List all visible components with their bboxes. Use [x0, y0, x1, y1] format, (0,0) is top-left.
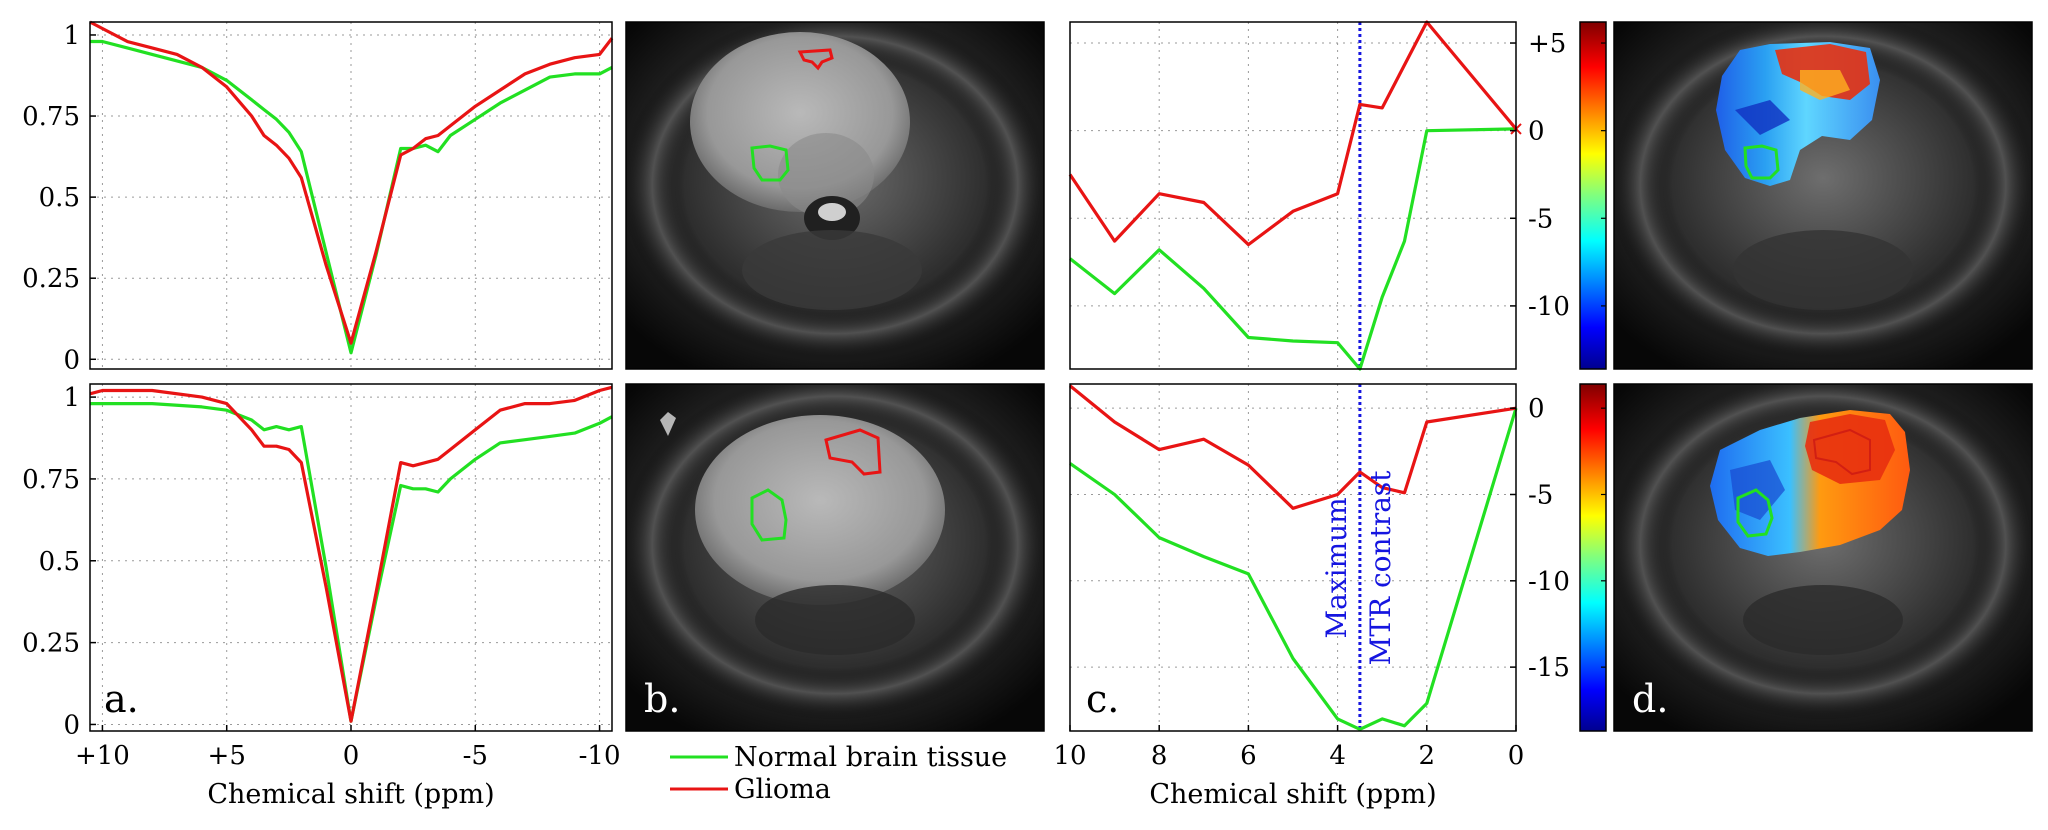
roi-normal-outline: [1743, 144, 1780, 180]
series-glioma-line: [1068, 20, 1518, 247]
y-tick-label: 0.25: [22, 264, 80, 294]
x-tick-label: 0: [343, 741, 360, 771]
panel-a-bottom-plot: 0 0.25 0.5 0.75 1 +10 +5 0 -5 -10 a. Chemical shi…: [22, 383, 620, 810]
series-glioma-line: [89, 20, 614, 345]
y-tick-label: 1: [63, 21, 80, 51]
panel-a-xlabel: Chemical shift (ppm): [207, 779, 494, 810]
roi-normal-outline: [1736, 488, 1774, 538]
y-tick-label: 0.5: [39, 547, 80, 577]
y-tick-label: -10: [1528, 292, 1570, 322]
annotation-line-2: MTR contrast: [1364, 470, 1397, 666]
y-tick-label: 0: [63, 710, 80, 740]
legend: Normal brain tissue Glioma: [670, 742, 1007, 805]
y-tick-label: -5: [1528, 204, 1553, 234]
panel-b-top-image: [626, 22, 1044, 369]
x-tick-label: +5: [208, 741, 246, 771]
series-normal-line: [90, 402, 613, 723]
colorbar-top-gradient: [1579, 21, 1607, 370]
y-tick-label: 0: [1528, 394, 1545, 424]
y-tick-label: +5: [1528, 29, 1566, 59]
y-tick-label: 0.75: [22, 102, 80, 132]
panel-c-bottom-frame: [1069, 383, 1517, 732]
x-tick-label: 0: [1508, 741, 1525, 771]
panel-b-bottom-image: [626, 384, 1044, 731]
x-tick-label: -10: [579, 741, 621, 771]
series-normal-line: [1069, 407, 1518, 731]
y-tick-label: 1: [63, 383, 80, 413]
roi-glioma-outline: [824, 428, 882, 476]
y-tick-label: 0.75: [22, 465, 80, 495]
roi-glioma-outline: [797, 48, 834, 71]
panel-c-top-frame: [1069, 21, 1517, 370]
legend-normal-label: Normal brain tissue: [734, 742, 1007, 773]
panel-label-b: b.: [644, 677, 680, 721]
panel-a-top-frame: [89, 21, 613, 370]
colorbar-bottom-gradient: [1579, 383, 1607, 732]
legend-glioma-label: Glioma: [734, 774, 831, 805]
x-tick-label: 6: [1240, 741, 1257, 771]
y-tick-label: -10: [1528, 567, 1570, 597]
colorbar-bottom: [1579, 383, 1607, 732]
panel-c-bottom-plot: 0 -5 -10 -15 10 8 6 4 2 0 c. Chemical shift (ppm)…: [1053, 383, 1570, 810]
y-tick-label: -15: [1528, 653, 1570, 683]
panel-b-top-frame: [625, 21, 1045, 370]
series-glioma-line: [89, 385, 613, 723]
panel-label-d: d.: [1632, 677, 1668, 721]
x-tick-label: 8: [1151, 741, 1168, 771]
y-tick-label: 0: [1528, 117, 1545, 147]
x-tick-label: 10: [1053, 741, 1086, 771]
x-tick-label: 4: [1329, 741, 1346, 771]
series-glioma-line: [1068, 384, 1517, 510]
y-tick-label: 0: [63, 345, 80, 375]
panel-d-top-frame: [1613, 21, 2033, 370]
x-tick-label: +10: [75, 741, 130, 771]
panel-d-bottom-image: [1614, 384, 2032, 731]
series-normal-line: [90, 39, 613, 355]
panel-c-xlabel: Chemical shift (ppm): [1149, 779, 1436, 810]
annotation-max-mtr: Maximum MTR contrast: [1320, 470, 1397, 666]
panel-c-top-plot: +5 0 -5 -10: [1068, 20, 1570, 371]
annotation-line-1: Maximum: [1320, 497, 1353, 638]
series-normal-line: [1069, 127, 1517, 371]
roi-normal-outline: [750, 488, 788, 542]
panel-d-bottom-frame: [1613, 383, 2033, 732]
panel-label-c: c.: [1086, 677, 1119, 721]
x-tick-label: -5: [463, 741, 488, 771]
panel-d-top-image: [1614, 22, 2032, 369]
roi-normal-outline: [750, 144, 790, 182]
panel-a-top-plot: 0 0.25 0.5 0.75 1: [22, 20, 614, 375]
colorbar-top: [1579, 21, 1607, 370]
panel-b-bottom-frame: [625, 383, 1045, 732]
x-tick-label: 2: [1419, 741, 1436, 771]
y-tick-label: -5: [1528, 480, 1553, 510]
panel-label-a: a.: [104, 677, 139, 721]
roi-glioma-outline: [1812, 428, 1871, 476]
y-tick-label: 0.25: [22, 629, 80, 659]
y-tick-label: 0.5: [39, 183, 80, 213]
